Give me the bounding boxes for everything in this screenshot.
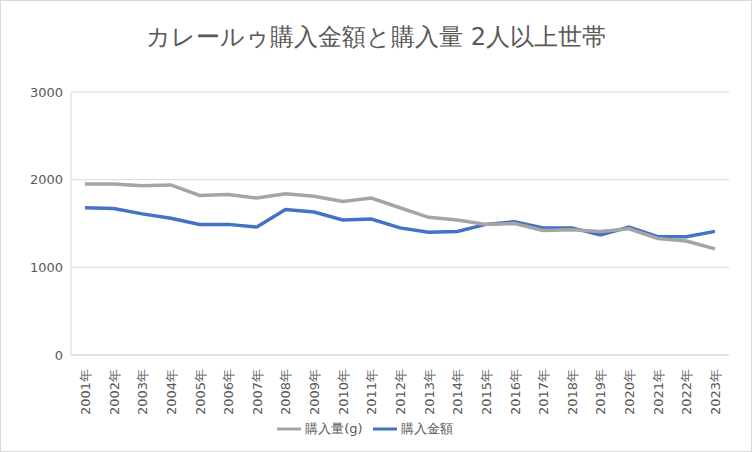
svg-text:2015年: 2015年 <box>479 369 494 415</box>
svg-text:2018年: 2018年 <box>565 369 580 415</box>
svg-text:2016年: 2016年 <box>508 369 523 415</box>
svg-text:2011年: 2011年 <box>364 369 379 415</box>
svg-text:2012年: 2012年 <box>393 369 408 415</box>
svg-text:2021年: 2021年 <box>651 369 666 415</box>
svg-text:2006年: 2006年 <box>221 369 236 415</box>
svg-text:3000: 3000 <box>30 85 63 100</box>
svg-text:0: 0 <box>55 348 63 363</box>
html-text:カレールゥ購入金額と購入量 2人以上世帯: カレールゥ購入金額と購入量 2人以上世帯 <box>146 23 606 51</box>
svg-text:2003年: 2003年 <box>135 369 150 415</box>
svg-text:1000: 1000 <box>30 260 63 275</box>
svg-text:2023年: 2023年 <box>708 369 723 415</box>
svg-text:2007年: 2007年 <box>250 369 265 415</box>
svg-text:2001年: 2001年 <box>78 369 93 415</box>
svg-text:2009年: 2009年 <box>307 369 322 415</box>
svg-text:2019年: 2019年 <box>593 369 608 415</box>
svg-text:2004年: 2004年 <box>164 369 179 415</box>
svg-text:2000: 2000 <box>30 172 63 187</box>
svg-text:2020年: 2020年 <box>622 369 637 415</box>
svg-text:2010年: 2010年 <box>336 369 351 415</box>
svg-text:2005年: 2005年 <box>193 369 208 415</box>
svg-text:2013年: 2013年 <box>422 369 437 415</box>
svg-text:2008年: 2008年 <box>278 369 293 415</box>
svg-text:2002年: 2002年 <box>107 369 122 415</box>
html-text:購入量(g): 購入量(g) <box>305 420 363 436</box>
svg-text:2014年: 2014年 <box>450 369 465 415</box>
html-text:購入金額: 購入金額 <box>400 420 453 436</box>
svg-text:2017年: 2017年 <box>536 369 551 415</box>
svg-text:2022年: 2022年 <box>679 369 694 415</box>
